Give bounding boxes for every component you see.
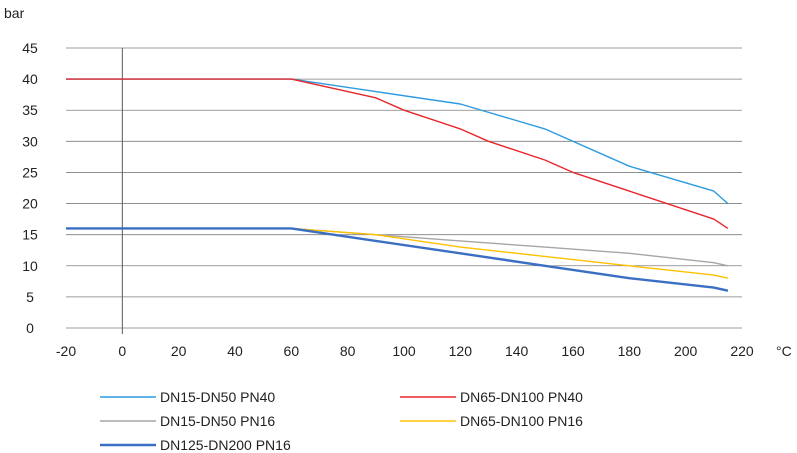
x-tick-label: 100 <box>392 343 416 359</box>
legend-item: DN15-DN50 PN40 <box>100 389 275 405</box>
x-tick-label: 220 <box>730 343 754 359</box>
x-tick-label: 160 <box>561 343 585 359</box>
legend-label: DN15-DN50 PN16 <box>160 413 275 429</box>
x-tick-label: -20 <box>56 343 76 359</box>
y-tick-label: 25 <box>22 164 38 180</box>
series-line <box>66 227 729 267</box>
x-tick-label: 40 <box>227 343 243 359</box>
legend-item: DN125-DN200 PN16 <box>100 437 291 453</box>
y-tick-label: 15 <box>22 227 38 243</box>
x-axis-label: °C <box>776 343 792 359</box>
y-tick-label: 0 <box>26 320 34 336</box>
series-lines <box>66 78 729 292</box>
x-tick-label: 60 <box>284 343 300 359</box>
legend-label: DN65-DN100 PN40 <box>460 389 583 405</box>
x-tick-label: 0 <box>118 343 126 359</box>
y-tick-label: 35 <box>22 102 38 118</box>
series-line <box>66 78 729 205</box>
legend: DN15-DN50 PN40 DN65-DN100 PN40 DN15-DN50 P… <box>100 389 583 453</box>
x-tick-label: 120 <box>449 343 473 359</box>
y-tick-label: 30 <box>22 133 38 149</box>
legend-label: DN65-DN100 PN16 <box>460 413 583 429</box>
y-tick-label: 45 <box>22 40 38 56</box>
x-tick-label: 180 <box>618 343 642 359</box>
legend-label: DN125-DN200 PN16 <box>160 437 291 453</box>
y-tick-label: 10 <box>22 258 38 274</box>
x-tick-label: 20 <box>171 343 187 359</box>
tick-labels: 0 5 10 15 20 25 30 35 40 45 -20 0 20 40 60 80 100 120 140 1… <box>22 40 754 359</box>
grid <box>66 47 742 329</box>
y-tick-label: 5 <box>26 289 34 305</box>
series-line <box>66 227 729 292</box>
x-tick-label: 200 <box>674 343 698 359</box>
legend-item: DN65-DN100 PN16 <box>400 413 583 429</box>
legend-item: DN15-DN50 PN16 <box>100 413 275 429</box>
y-tick-label: 20 <box>22 196 38 212</box>
series-line <box>66 78 729 229</box>
x-tick-label: 80 <box>340 343 356 359</box>
y-tick-label: 40 <box>22 71 38 87</box>
legend-item: DN65-DN100 PN40 <box>400 389 583 405</box>
y-axis-label: bar <box>4 5 25 21</box>
legend-label: DN15-DN50 PN40 <box>160 389 275 405</box>
x-tick-label: 140 <box>505 343 529 359</box>
